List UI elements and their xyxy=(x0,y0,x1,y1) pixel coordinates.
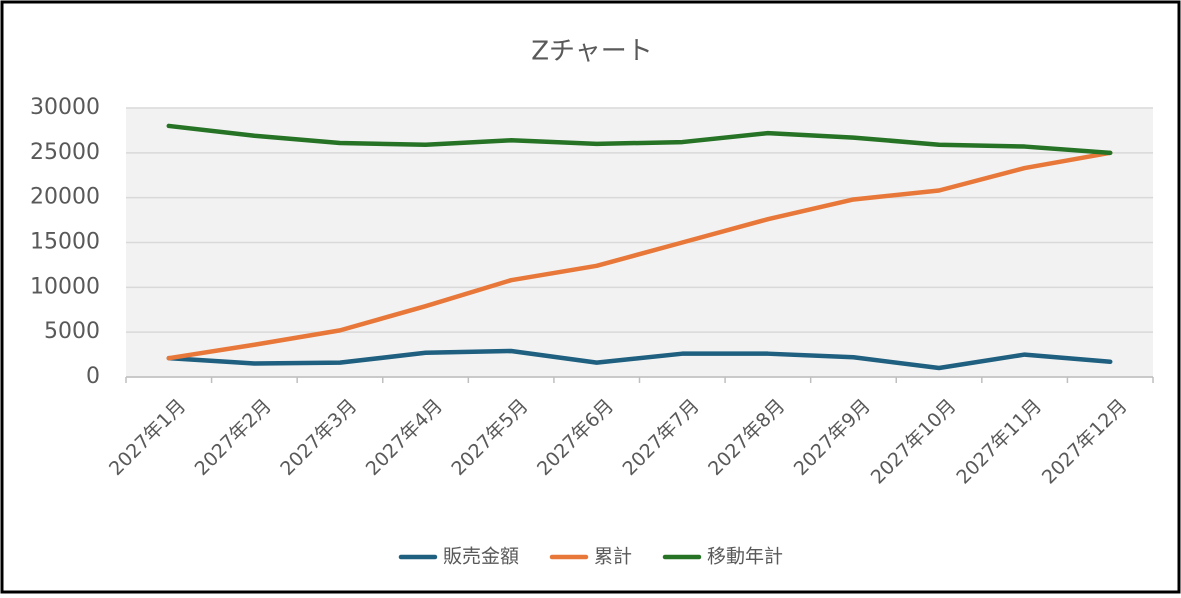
y-tick-label: 25000 xyxy=(30,140,100,165)
y-tick-label: 20000 xyxy=(30,185,100,210)
legend-label: 累計 xyxy=(594,546,632,568)
y-tick-label: 5000 xyxy=(44,319,100,344)
series-line xyxy=(166,150,1113,361)
y-tick-label: 0 xyxy=(86,364,100,389)
legend-label: 移動年計 xyxy=(707,546,783,568)
y-tick-label: 30000 xyxy=(30,95,100,120)
legend-label: 販売金額 xyxy=(443,546,519,568)
chart-title: Zチャート xyxy=(531,37,653,67)
series-line xyxy=(166,348,1113,371)
y-tick-label: 10000 xyxy=(30,274,100,299)
y-tick-label: 15000 xyxy=(30,230,100,255)
series-line xyxy=(166,123,1113,156)
